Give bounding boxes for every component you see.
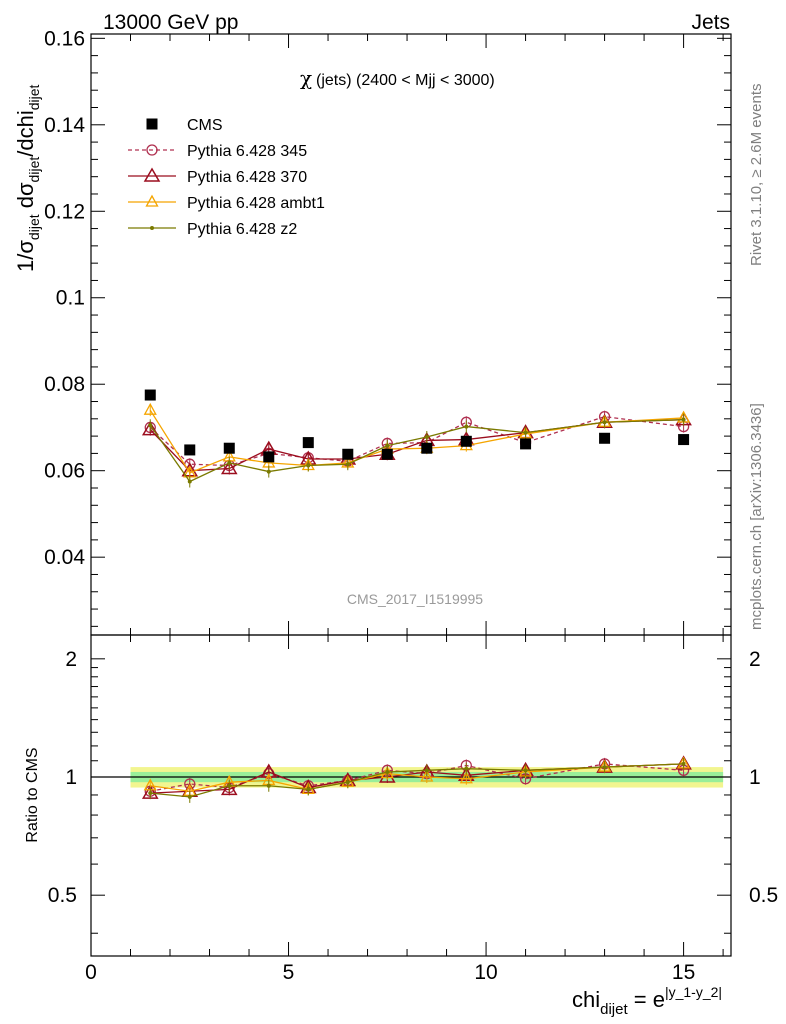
legend-label: Pythia 6.428 345 [187, 143, 307, 160]
main-y-axis-label: 1/σdijet dσdijet/dchidijet [13, 84, 42, 272]
data-point-z2 [306, 463, 311, 468]
x-tick-label: 5 [283, 961, 295, 984]
header-left: 13000 GeV pp [103, 11, 238, 34]
data-point-cms [184, 444, 196, 456]
ratio-point-ambt1 [459, 771, 473, 784]
ratio-y-tick-label-right: 2 [749, 648, 761, 671]
ratio-line-z2 [150, 763, 684, 798]
ratio-series-z2 [148, 757, 686, 803]
ratio-point-z2 [187, 794, 192, 799]
data-point-p370 [141, 421, 159, 436]
ratio-y-tick-label: 1 [65, 766, 77, 789]
data-point-cms [421, 442, 433, 454]
data-point-p370 [220, 460, 238, 475]
main-title-symbol: χ [300, 66, 312, 90]
data-point-cms [342, 448, 354, 460]
data-point-z2 [385, 443, 390, 448]
data-point-cms [263, 451, 275, 463]
ratio-y-tick-label: 0.5 [48, 884, 77, 907]
legend-marker-p370 [143, 167, 161, 182]
data-point-z2 [681, 417, 686, 422]
main-y-tick-label: 0.04 [44, 546, 85, 569]
data-point-z2 [464, 424, 469, 429]
ratio-point-z2 [464, 766, 469, 771]
main-y-tick-label: 0.14 [44, 114, 85, 137]
data-point-cms [223, 442, 235, 454]
ratio-y-tick-label-right: 0.5 [749, 884, 778, 907]
series-z2 [148, 413, 686, 488]
data-point-z2 [148, 423, 153, 428]
data-point-cms [144, 389, 156, 401]
data-point-cms [460, 435, 472, 447]
data-point-z2 [424, 434, 429, 439]
mcplots-reference-label: mcplots.cern.ch [arXiv:1306.3436] [748, 403, 765, 630]
main-y-tick-label: 0.06 [44, 460, 85, 483]
rivet-version-label: Rivet 3.1.10, ≥ 2.6M events [748, 84, 765, 267]
main-y-tick-label: 0.16 [44, 27, 85, 50]
legend-marker-z2 [150, 226, 154, 230]
data-point-z2 [602, 420, 607, 425]
series-cms [144, 389, 690, 463]
ratio-point-z2 [148, 791, 153, 796]
ratio-point-z2 [306, 787, 311, 792]
ratio-point-p370 [378, 768, 396, 783]
ratio-point-p370 [220, 780, 238, 796]
svg-text:1/σdijet dσdijet/dchidijet: 1/σdijet dσdijet/dchidijet [13, 84, 42, 272]
ratio-point-z2 [385, 769, 390, 774]
main-y-tick-label: 0.1 [56, 287, 85, 310]
x-tick-label: 0 [85, 961, 97, 984]
ratio-y-tick-label-right: 1 [749, 766, 761, 789]
ratio-line-ambt1 [150, 763, 684, 792]
series-line-p345 [149, 415, 684, 467]
x-tick-label: 10 [474, 961, 497, 984]
ratio-point-z2 [523, 768, 528, 773]
data-point-z2 [523, 430, 528, 435]
data-point-z2 [187, 479, 192, 484]
ratio-point-z2 [602, 765, 607, 770]
main-y-tick-label: 0.08 [44, 373, 85, 396]
data-point-z2 [266, 469, 271, 474]
ratio-point-z2 [266, 783, 271, 788]
data-point-cms [381, 448, 393, 460]
legend: CMS Pythia 6.428 345 Pythia 6.428 370 Pythi… [128, 117, 325, 238]
ratio-y-tick-label: 2 [65, 648, 77, 671]
x-axis-label: chidijet = e|y_1-y_2| [572, 984, 722, 1018]
ratio-point-ambt1 [420, 769, 434, 782]
data-point-cms [678, 434, 690, 446]
header-right: Jets [691, 11, 730, 34]
data-point-z2 [227, 460, 232, 465]
svg-text:chidijet = e|y_1-y_2|: chidijet = e|y_1-y_2| [572, 984, 722, 1018]
legend-marker-cms [146, 118, 158, 130]
series-line-z2 [149, 419, 684, 483]
data-point-ambt1 [143, 402, 157, 415]
legend-marker-p345 [146, 144, 158, 156]
main-y-tick-label: 0.12 [44, 200, 85, 223]
data-point-cms [302, 437, 314, 449]
x-tick-label: 15 [672, 961, 695, 984]
legend-label: Pythia 6.428 370 [187, 169, 307, 186]
ratio-point-z2 [227, 783, 232, 788]
legend-label: CMS [187, 117, 223, 134]
legend-label: Pythia 6.428 z2 [187, 221, 297, 238]
legend-marker-ambt1 [145, 194, 159, 207]
legend-label: Pythia 6.428 ambt1 [187, 195, 325, 212]
series-line-ambt1 [149, 409, 684, 474]
ratio-point-z2 [681, 761, 686, 766]
ratio-plot-frame [90, 634, 732, 957]
data-point-z2 [345, 462, 350, 467]
data-point-cms [599, 432, 611, 444]
analysis-watermark: CMS_2017_I1519995 [347, 591, 483, 607]
ratio-y-axis-label: Ratio to CMS [24, 747, 41, 842]
ratio-point-z2 [424, 768, 429, 773]
data-point-cms [520, 438, 532, 450]
ratio-point-z2 [345, 780, 350, 785]
main-title: (jets) (2400 < Mjj < 3000) [316, 72, 495, 89]
